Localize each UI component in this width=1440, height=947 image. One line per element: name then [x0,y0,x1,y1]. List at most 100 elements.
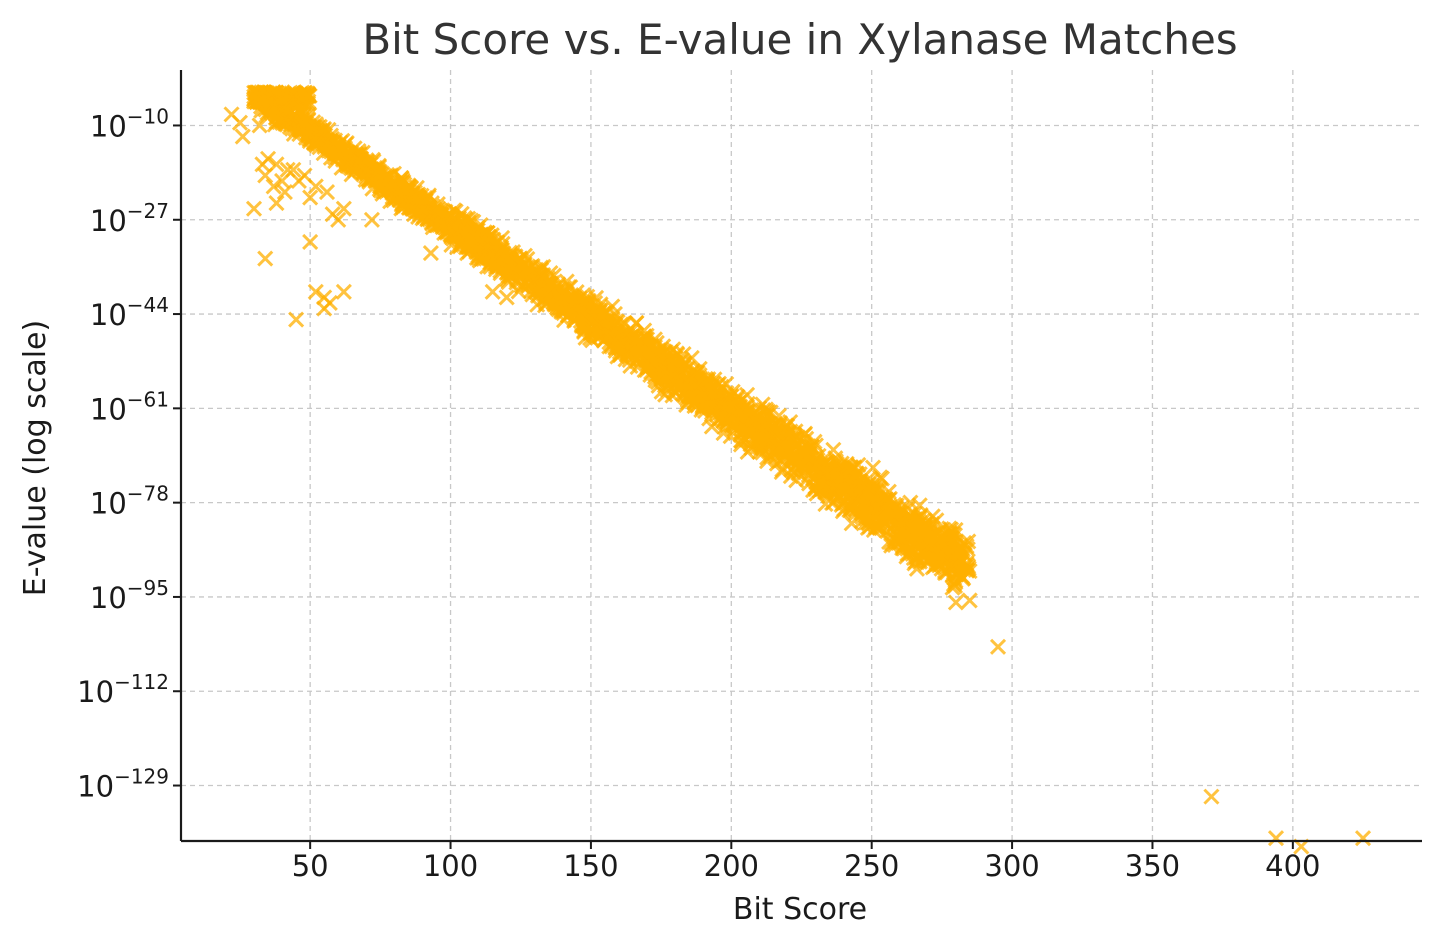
data-point [516,247,533,264]
data-point [383,179,400,196]
x-tick-label: 400 [1265,849,1320,883]
data-point [338,144,355,161]
x-axis-label: Bit Score [733,892,867,927]
x-tick-label: 250 [844,849,899,883]
data-point [335,200,352,217]
data-point [330,211,347,228]
data-point [363,160,380,178]
data-point [251,117,268,134]
data-point [643,337,660,354]
data-point [651,367,669,384]
data-point [245,200,263,217]
data-point [743,415,760,432]
data-point [874,497,891,514]
y-axis-label: E-value (log scale) [18,320,53,596]
data-points [223,84,1372,855]
data-point [358,152,375,169]
data-point [257,250,274,267]
data-point [739,395,756,412]
data-point [756,411,773,428]
data-point [628,352,645,370]
data-point [793,444,810,461]
data-point [941,524,958,542]
data-point [265,178,282,195]
x-ticks: 50 100 150 200 250 300 350 400 [292,841,1321,883]
data-point [1267,830,1285,847]
data-point [629,358,646,376]
data-point [798,453,815,470]
data-point [726,392,743,409]
data-point [385,192,402,209]
x-tick-label: 150 [563,849,618,883]
data-point [846,490,863,507]
data-point [783,461,800,478]
data-point [674,359,691,376]
data-point [603,321,620,338]
data-point [484,283,501,300]
data-point [754,396,771,413]
data-point [794,440,811,457]
data-point [432,213,449,230]
x-tick-label: 300 [984,849,1039,883]
y-tick-label: 10−112 [77,670,169,709]
data-point [268,195,285,212]
data-point [529,287,546,304]
data-point [659,355,676,373]
data-point [919,533,936,550]
data-point [422,206,439,223]
data-point [449,227,466,244]
data-point [864,482,881,499]
data-point [475,243,492,260]
data-point [699,376,716,393]
y-tick-label: 10−10 [90,104,169,143]
x-tick-label: 350 [1125,849,1180,883]
data-point [719,413,736,430]
data-point [311,139,328,156]
data-point [457,211,474,228]
data-point [916,518,933,535]
data-point [231,114,249,131]
data-point [259,150,277,167]
data-point [335,283,352,300]
data-point [661,371,678,388]
data-point [704,388,721,405]
data-point [274,172,291,189]
data-point [461,222,478,239]
data-point [905,513,922,530]
y-tick-label: 10−61 [90,387,169,426]
data-point [567,304,584,321]
data-point [256,91,274,108]
x-tick-label: 200 [704,849,759,883]
data-point [933,544,950,561]
data-point [989,638,1007,655]
data-point [947,594,964,611]
data-point [641,353,658,370]
data-point [291,116,309,133]
data-point [670,369,688,386]
data-point [864,459,882,476]
data-point [301,120,318,137]
data-point [302,189,319,206]
data-point [480,243,497,260]
data-point [548,294,566,311]
data-point [732,436,750,453]
grid [181,70,1422,841]
data-point [247,84,264,102]
data-point [679,392,696,409]
data-point [853,490,870,507]
y-tick-label: 10−95 [90,576,169,615]
data-point [278,88,295,105]
data-point [712,398,729,415]
data-point [1203,788,1220,805]
data-point [444,209,461,226]
data-point [296,167,313,184]
data-point [617,336,634,353]
data-point [298,88,315,105]
data-point [553,302,570,319]
y-ticks: 10−10 10−27 10−44 10−61 10−78 10−95 10−112 10−1… [77,104,181,804]
data-point [422,244,439,262]
data-point [584,309,601,326]
data-point [367,173,384,190]
data-point [1354,830,1372,847]
